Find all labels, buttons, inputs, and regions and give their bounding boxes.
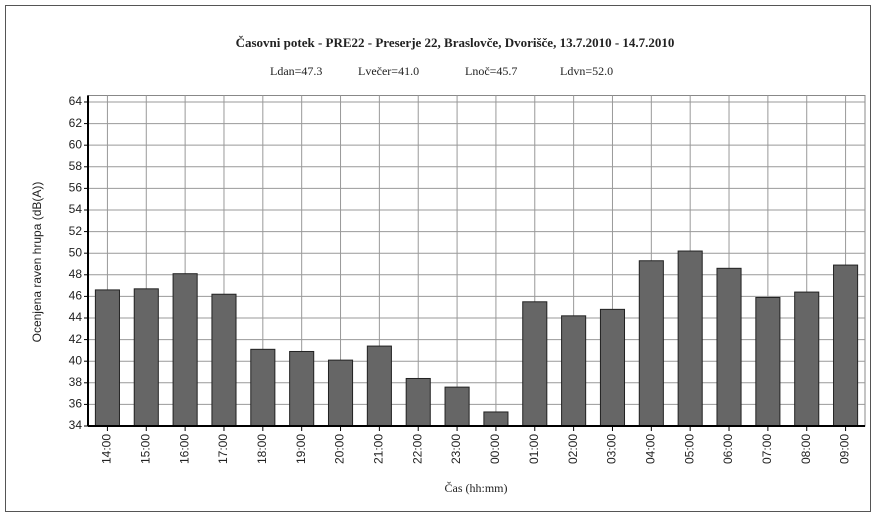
bar (250, 348, 276, 427)
bar (172, 273, 198, 427)
y-tick-label: 34 (69, 418, 83, 432)
subtitle-item: Ldan=47.3 (270, 64, 322, 78)
y-tick-label: 44 (69, 310, 83, 324)
bar (483, 411, 509, 427)
x-tick-label: 05:00 (682, 434, 696, 464)
subtitle-item: Lnoč=45.7 (465, 64, 517, 78)
x-tick-label: 16:00 (177, 434, 191, 464)
y-tick-label: 48 (69, 267, 83, 281)
x-tick-label: 04:00 (643, 434, 657, 464)
x-tick-label: 08:00 (799, 434, 813, 464)
x-axis-label: Čas (hh:mm) (445, 481, 508, 495)
chart-title: Časovni potek - PRE22 - Preserje 22, Bra… (236, 35, 675, 50)
x-tick-label: 07:00 (760, 434, 774, 464)
x-tick-label: 06:00 (721, 434, 735, 464)
bar (94, 289, 120, 427)
y-tick-label: 42 (69, 332, 83, 346)
bar (211, 293, 237, 427)
bar (289, 350, 315, 427)
bar (366, 345, 392, 427)
subtitle-item: Ldvn=52.0 (560, 64, 613, 78)
y-tick-label: 46 (69, 289, 83, 303)
x-tick-label: 21:00 (372, 434, 386, 464)
bar (327, 359, 354, 427)
y-tick-label: 52 (69, 224, 83, 238)
x-tick-label: 03:00 (605, 434, 619, 464)
y-tick-label: 54 (69, 202, 83, 216)
x-tick-label: 00:00 (488, 434, 502, 464)
bar (405, 377, 431, 427)
x-tick-label: 09:00 (838, 434, 852, 464)
x-tick-label: 18:00 (255, 434, 269, 464)
bar (522, 301, 548, 427)
y-tick-label: 36 (69, 397, 83, 411)
bar (833, 264, 859, 427)
x-tick-label: 01:00 (527, 434, 541, 464)
y-tick-label: 56 (69, 181, 83, 195)
bar (755, 296, 781, 427)
y-tick-label: 62 (69, 116, 83, 130)
y-tick-label: 58 (69, 159, 83, 173)
x-tick-label: 14:00 (100, 434, 114, 464)
y-tick-label: 60 (69, 137, 83, 151)
bar (599, 308, 626, 427)
y-axis-label: Ocenjena raven hrupa (dB(A)) (30, 182, 44, 343)
x-tick-label: 19:00 (294, 434, 308, 464)
y-tick-label: 38 (69, 375, 83, 389)
x-tick-label: 20:00 (333, 434, 347, 464)
x-tick-label: 02:00 (566, 434, 580, 464)
bar (638, 260, 664, 427)
y-tick-label: 64 (69, 94, 83, 108)
bar (794, 291, 820, 427)
bar (444, 386, 470, 427)
x-tick-label: 23:00 (449, 434, 463, 464)
bar (716, 267, 742, 427)
x-tick-label: 15:00 (138, 434, 152, 464)
bar (133, 288, 159, 427)
subtitle-item: Lvečer=41.0 (358, 64, 419, 78)
bar (677, 250, 703, 427)
y-tick-label: 40 (69, 353, 83, 367)
bar (561, 315, 587, 427)
x-tick-label: 22:00 (410, 434, 424, 464)
x-tick-label: 17:00 (216, 434, 230, 464)
y-tick-label: 50 (69, 245, 83, 259)
